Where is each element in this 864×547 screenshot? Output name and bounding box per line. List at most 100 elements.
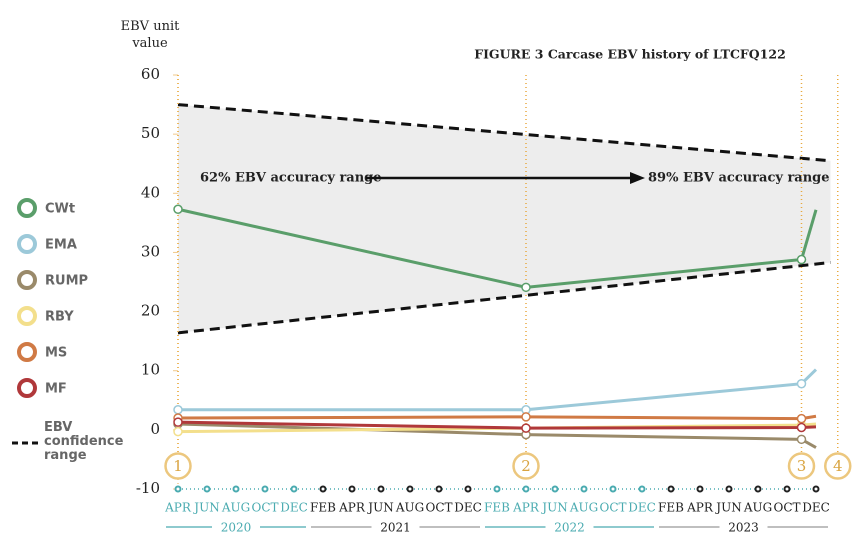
annotation: 62% EBV accuracy range	[200, 171, 382, 186]
y-tick-label: 40	[141, 183, 160, 201]
milestone-circle	[164, 452, 192, 480]
y-tick-label: 30	[141, 242, 160, 260]
milestone-label: 1	[173, 457, 183, 475]
year-label: 2021	[380, 521, 411, 535]
point-marker	[796, 422, 807, 433]
x-tick-dot	[522, 485, 530, 493]
x-tick-label: AUG	[743, 501, 772, 515]
point-marker	[173, 426, 183, 437]
x-tick-dot	[754, 485, 762, 493]
x-tick-label: AUG	[395, 501, 424, 515]
legend-text: EMA	[45, 238, 77, 253]
confidence-upper	[177, 103, 831, 163]
x-tick-dot	[377, 485, 385, 493]
x-tick-dot	[812, 485, 820, 493]
point-marker	[796, 434, 807, 445]
point-marker	[796, 254, 807, 265]
x-tick-label: APR	[338, 501, 366, 515]
x-tick-dot	[348, 485, 356, 493]
x-tick-dot	[783, 485, 791, 493]
x-tick-label: AUG	[221, 501, 250, 515]
legend-text: RBY	[45, 310, 74, 325]
point-marker	[521, 423, 531, 433]
year-label: 2023	[728, 521, 759, 535]
x-tick-dot	[319, 485, 327, 493]
y-tick-label: 60	[141, 65, 160, 83]
milestone-label: 4	[833, 457, 843, 475]
y-tick-label: 0	[150, 420, 160, 438]
legend-marker	[17, 342, 37, 362]
year-bg	[371, 519, 420, 535]
x-tick-label: OCT	[599, 501, 626, 515]
legend-marker	[17, 306, 37, 326]
x-tick-label: DEC	[280, 501, 308, 515]
x-tick-label: APR	[164, 501, 192, 515]
legend-band-label: EBV confidence range	[44, 420, 124, 463]
milestone-circle	[824, 452, 852, 480]
confidence-band	[178, 104, 831, 333]
x-tick-dot	[290, 485, 298, 493]
y-tick-label: -10	[136, 479, 160, 497]
x-tick-dot	[609, 485, 617, 493]
x-tick-label: OCT	[425, 501, 452, 515]
series-line	[177, 414, 817, 421]
point-marker	[173, 404, 183, 415]
x-tick-label: JUN	[366, 501, 393, 515]
series-line	[177, 207, 818, 289]
y-tick-label: 20	[141, 302, 160, 320]
point-marker	[521, 412, 531, 422]
milestone-circle	[512, 452, 540, 480]
milestone-label: 3	[797, 457, 807, 475]
milestone-label: 2	[521, 457, 531, 475]
x-tick-label: DEC	[454, 501, 482, 515]
y-tick-label: 10	[141, 361, 160, 379]
x-tick-dot	[174, 485, 182, 493]
chart-title: FIGURE 3 Carcase EBV history of LTCFQ122	[474, 47, 786, 62]
x-tick-dot	[464, 485, 472, 493]
x-tick-label: APR	[686, 501, 714, 515]
x-tick-label: DEC	[802, 501, 830, 515]
x-tick-label: OCT	[773, 501, 800, 515]
series-line	[178, 368, 818, 412]
x-tick-dot	[232, 485, 240, 493]
x-tick-dot	[696, 485, 704, 493]
x-tick-label: JUN	[192, 501, 219, 515]
x-tick-dot	[667, 485, 675, 493]
x-tick-dot	[203, 485, 211, 493]
year-label: 2022	[554, 521, 585, 535]
milestone-circle	[787, 452, 816, 480]
confidence-lower	[177, 260, 831, 335]
legend-marker	[17, 378, 37, 398]
annotation: 89% EBV accuracy range	[648, 171, 830, 186]
legend-text: RUMP	[45, 274, 88, 289]
x-tick-label: AUG	[569, 501, 598, 515]
x-tick-label: JUN	[714, 501, 741, 515]
x-tick-label: OCT	[251, 501, 278, 515]
point-marker	[173, 204, 183, 215]
legend-marker	[17, 234, 37, 254]
x-tick-label: DEC	[628, 501, 656, 515]
year-label: 2020	[221, 521, 252, 535]
year-bg	[212, 519, 260, 535]
year-bg	[719, 519, 768, 535]
x-tick-label: FEB	[658, 501, 684, 515]
x-tick-label: APR	[512, 501, 540, 515]
x-tick-label: FEB	[484, 501, 510, 515]
x-tick-dot	[725, 485, 733, 493]
x-tick-label: FEB	[310, 501, 336, 515]
y-axis-label: EBV unit value	[120, 19, 180, 51]
point-marker	[796, 413, 807, 424]
x-tick-dot	[261, 485, 269, 493]
x-tick-dot	[580, 485, 588, 493]
legend-text: CWt	[45, 202, 75, 217]
year-bg	[545, 519, 594, 535]
point-marker	[521, 282, 531, 293]
point-marker	[796, 378, 807, 389]
legend-text: MF	[45, 382, 67, 397]
legend-text: MS	[45, 346, 67, 361]
legend-marker	[17, 270, 37, 290]
x-tick-dot	[638, 485, 646, 493]
x-tick-dot	[551, 485, 559, 493]
arrow-head	[630, 172, 645, 184]
